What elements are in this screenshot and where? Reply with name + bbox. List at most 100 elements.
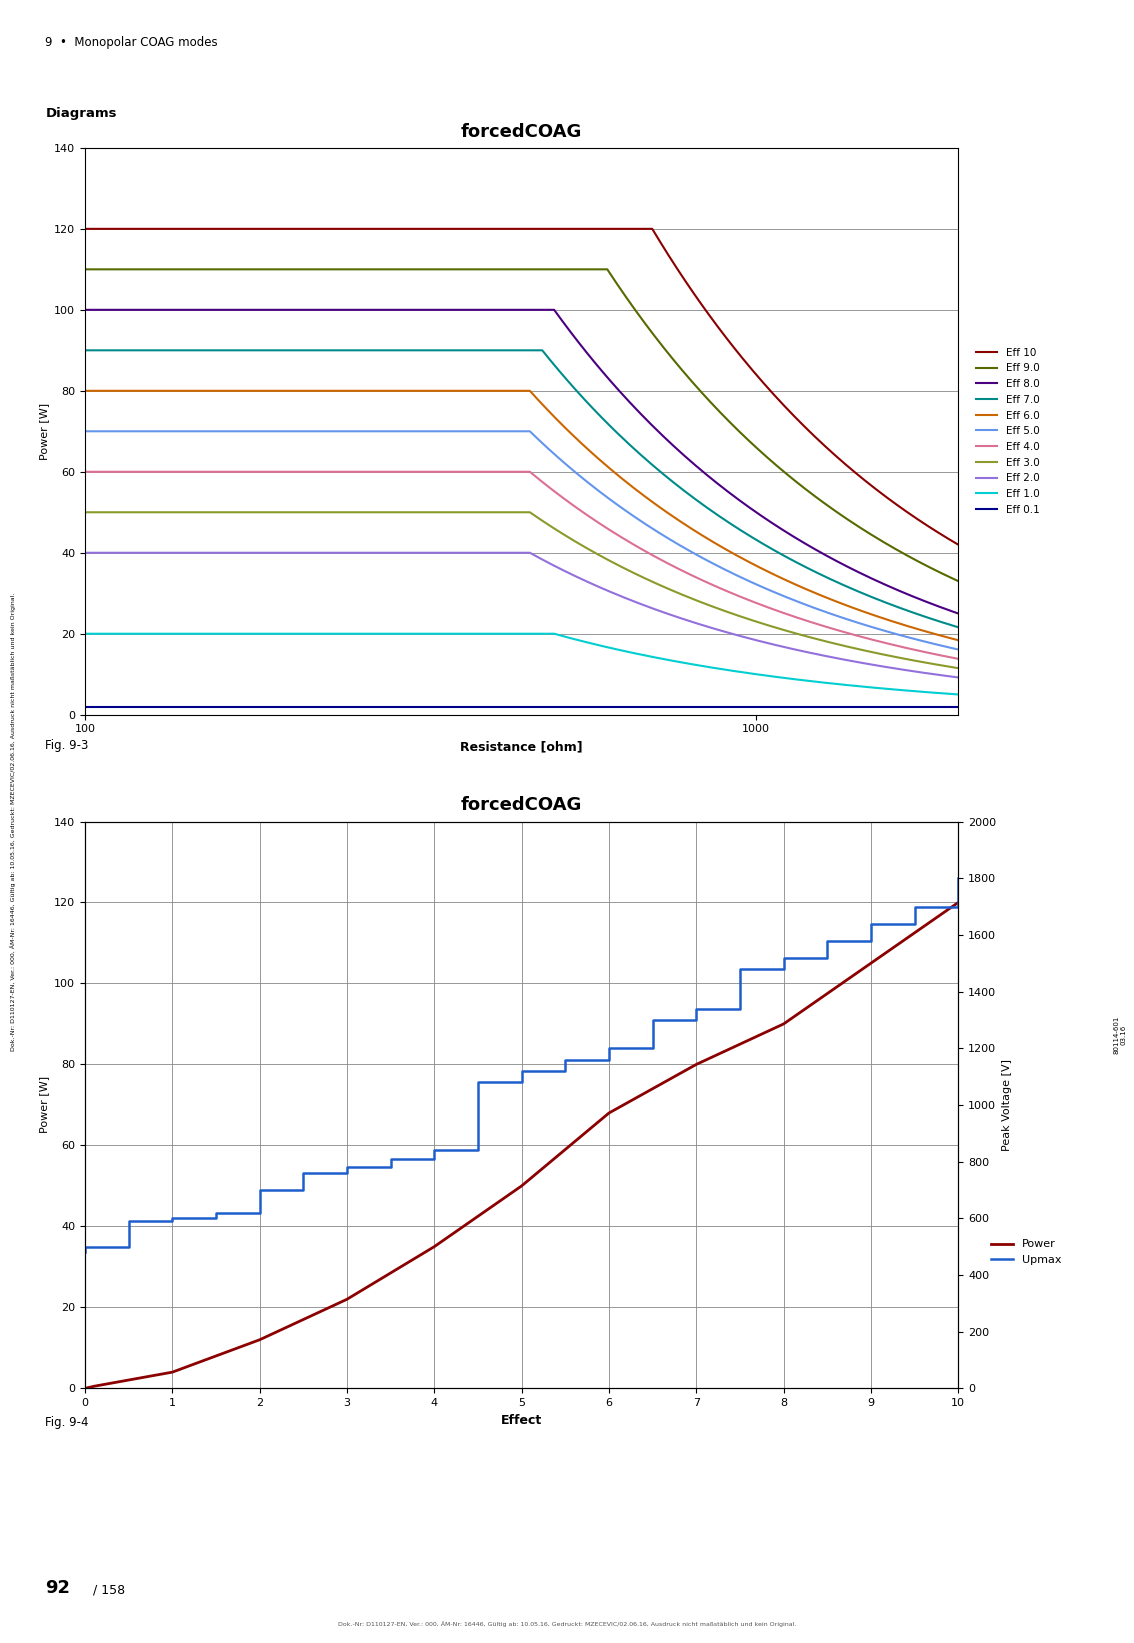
Upmax bbox=[253, 1203, 266, 1222]
Eff 10 bbox=[860, 472, 873, 491]
Upmax bbox=[777, 960, 790, 979]
Eff 3.0 bbox=[781, 621, 795, 641]
Eff 7.0 bbox=[798, 557, 812, 577]
Power bbox=[689, 1055, 703, 1075]
Eff 1.0 bbox=[78, 624, 92, 644]
Eff 4.0 bbox=[78, 462, 92, 481]
Line: Eff 3.0: Eff 3.0 bbox=[85, 513, 958, 669]
Upmax bbox=[689, 1010, 703, 1030]
Eff 2.0 bbox=[942, 667, 956, 687]
Eff 5.0 bbox=[781, 588, 795, 608]
Eff 4.0 bbox=[794, 608, 807, 628]
Eff 6.0 bbox=[78, 381, 92, 401]
Upmax bbox=[864, 930, 878, 950]
Text: 80114-601
03.16: 80114-601 03.16 bbox=[1114, 1015, 1127, 1055]
Legend: Eff 10, Eff 9.0, Eff 8.0, Eff 7.0, Eff 6.0, Eff 5.0, Eff 4.0, Eff 3.0, Eff 2.0, : Eff 10, Eff 9.0, Eff 8.0, Eff 7.0, Eff 6… bbox=[972, 343, 1043, 519]
Eff 4.0 bbox=[951, 649, 965, 669]
Text: Fig. 9-3: Fig. 9-3 bbox=[45, 739, 88, 752]
Legend: Power, Upmax: Power, Upmax bbox=[987, 1236, 1066, 1270]
Eff 8.0 bbox=[943, 601, 957, 621]
Power bbox=[253, 1329, 266, 1349]
Eff 3.0 bbox=[822, 633, 836, 652]
Y-axis label: Peak Voltage [V]: Peak Voltage [V] bbox=[1001, 1060, 1012, 1150]
Eff 0.1 bbox=[951, 697, 965, 716]
Power bbox=[864, 953, 878, 973]
Eff 8.0 bbox=[688, 455, 702, 475]
Eff 10 bbox=[830, 447, 844, 467]
Eff 5.0 bbox=[822, 603, 836, 623]
Eff 0.1 bbox=[951, 697, 965, 716]
Eff 1.0 bbox=[802, 670, 815, 690]
Eff 9.0 bbox=[812, 490, 826, 509]
Eff 1.0 bbox=[688, 656, 702, 675]
Upmax bbox=[210, 1203, 223, 1222]
Upmax bbox=[907, 914, 921, 933]
Line: Eff 2.0: Eff 2.0 bbox=[85, 552, 958, 677]
Eff 6.0 bbox=[794, 577, 807, 596]
Eff 3.0 bbox=[942, 657, 956, 677]
Eff 2.0 bbox=[672, 608, 686, 628]
Eff 3.0 bbox=[794, 624, 807, 644]
Upmax bbox=[515, 1061, 528, 1081]
Eff 0.1 bbox=[951, 697, 965, 716]
Upmax bbox=[121, 1237, 136, 1257]
Line: Eff 9.0: Eff 9.0 bbox=[85, 269, 958, 582]
Upmax bbox=[166, 1211, 179, 1231]
X-axis label: Effect: Effect bbox=[501, 1413, 542, 1426]
Eff 1.0 bbox=[792, 670, 805, 690]
Upmax bbox=[428, 1140, 441, 1160]
Eff 1.0 bbox=[951, 685, 965, 705]
Eff 0.1 bbox=[951, 697, 965, 716]
Eff 7.0 bbox=[951, 618, 965, 637]
Eff 2.0 bbox=[78, 542, 92, 562]
Text: Fig. 9-4: Fig. 9-4 bbox=[45, 1416, 88, 1429]
Eff 3.0 bbox=[951, 659, 965, 679]
Eff 4.0 bbox=[730, 585, 744, 605]
Eff 9.0 bbox=[846, 513, 860, 532]
Eff 8.0 bbox=[792, 529, 805, 549]
Eff 8.0 bbox=[829, 550, 843, 570]
Upmax bbox=[689, 999, 703, 1019]
Eff 4.0 bbox=[942, 647, 956, 667]
Eff 0.1 bbox=[951, 697, 965, 716]
Eff 0.1 bbox=[951, 697, 965, 716]
Title: forcedCOAG: forcedCOAG bbox=[460, 123, 583, 141]
Upmax bbox=[340, 1163, 354, 1183]
Power bbox=[87, 1377, 101, 1397]
Eff 5.0 bbox=[942, 637, 956, 657]
Upmax bbox=[340, 1157, 354, 1176]
Upmax bbox=[907, 897, 921, 917]
Upmax bbox=[121, 1211, 136, 1231]
Upmax bbox=[253, 1180, 266, 1199]
Eff 6.0 bbox=[730, 545, 744, 565]
Line: Eff 10: Eff 10 bbox=[85, 228, 958, 545]
Eff 0.1 bbox=[78, 697, 92, 716]
Upmax bbox=[821, 948, 835, 968]
Eff 6.0 bbox=[822, 588, 836, 608]
Text: Dok.-Nr: D110127-EN, Ver.: 000, ÄM-Nr: 16446, Gültig ab: 10.05.16, Gedruckt: MZE: Dok.-Nr: D110127-EN, Ver.: 000, ÄM-Nr: 1… bbox=[10, 593, 17, 1050]
Power bbox=[78, 1378, 92, 1398]
Upmax bbox=[297, 1163, 311, 1183]
Upmax bbox=[646, 1010, 660, 1030]
Upmax bbox=[472, 1073, 485, 1093]
Title: forcedCOAG: forcedCOAG bbox=[460, 797, 583, 815]
Eff 9.0 bbox=[78, 260, 92, 279]
Upmax bbox=[210, 1209, 223, 1229]
Eff 1.0 bbox=[829, 674, 843, 693]
Eff 3.0 bbox=[672, 583, 686, 603]
Eff 0.1 bbox=[951, 697, 965, 716]
Eff 8.0 bbox=[78, 301, 92, 320]
Eff 10 bbox=[838, 455, 852, 475]
Eff 9.0 bbox=[723, 412, 737, 432]
Line: Upmax: Upmax bbox=[85, 877, 958, 1252]
Text: Dok.-Nr: D110127-EN, Ver.: 000, ÄM-Nr: 16446, Gültig ab: 10.05.16, Gedruckt: MZE: Dok.-Nr: D110127-EN, Ver.: 000, ÄM-Nr: 1… bbox=[338, 1620, 796, 1627]
Upmax bbox=[951, 868, 965, 887]
Upmax bbox=[864, 914, 878, 933]
Upmax bbox=[559, 1061, 573, 1081]
Eff 5.0 bbox=[78, 422, 92, 442]
Eff 9.0 bbox=[822, 496, 836, 516]
Eff 3.0 bbox=[78, 503, 92, 522]
Eff 2.0 bbox=[781, 637, 795, 657]
Upmax bbox=[428, 1148, 441, 1168]
Upmax bbox=[383, 1157, 398, 1176]
